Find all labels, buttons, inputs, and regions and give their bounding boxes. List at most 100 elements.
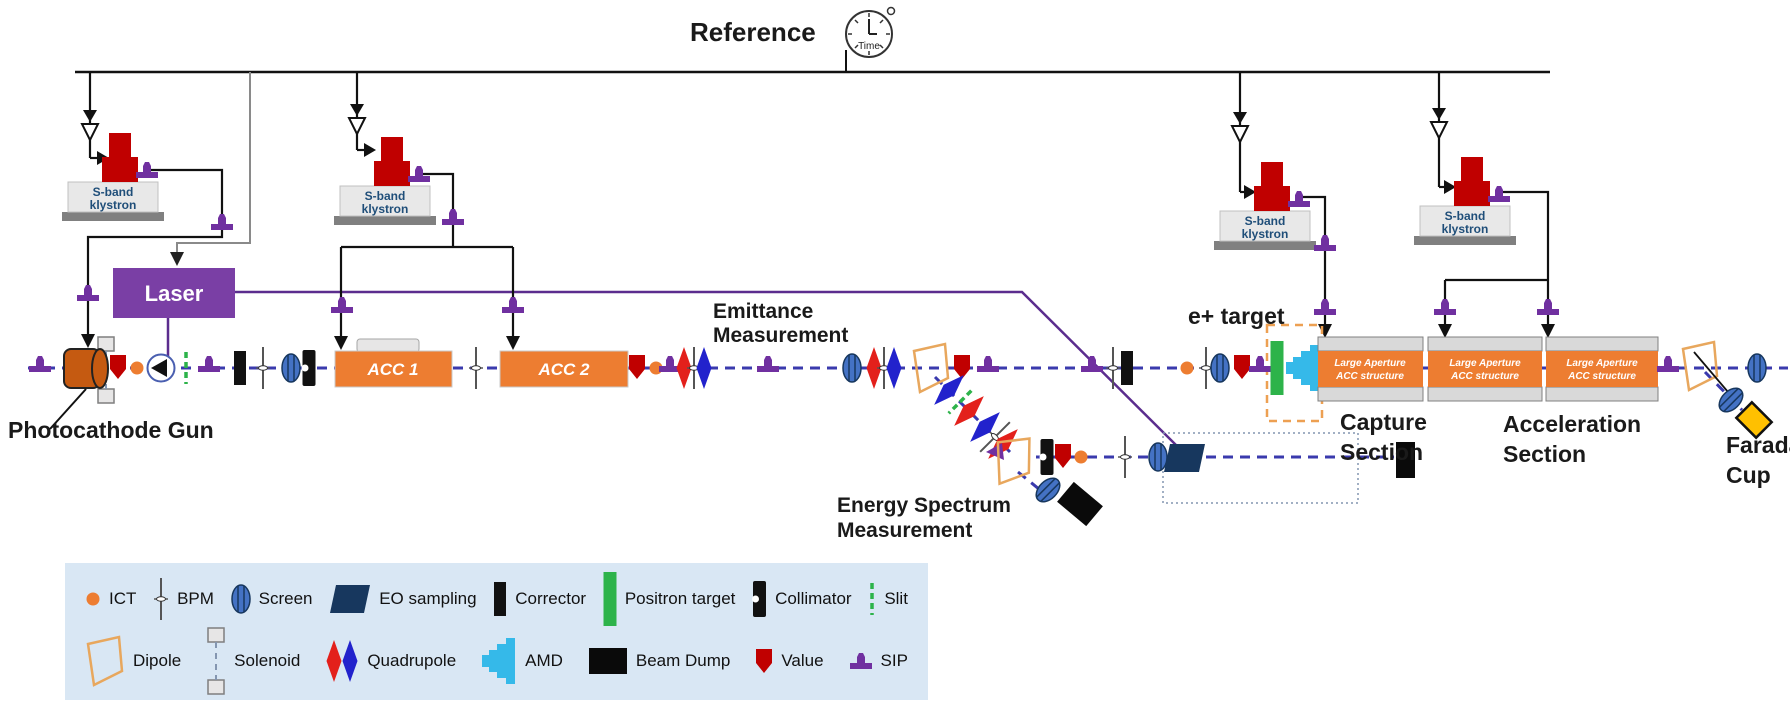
legend-item-sip: SIP bbox=[849, 651, 908, 671]
dipole-icon bbox=[992, 434, 1034, 488]
positron-target-section: e+ target bbox=[1188, 303, 1319, 395]
reference-drops bbox=[81, 72, 1456, 199]
rf-waveguides bbox=[86, 168, 1550, 336]
klystron-4: S-band klystron bbox=[1414, 157, 1516, 245]
klystron-label: klystron bbox=[1242, 227, 1289, 241]
legend-item-collimator: Collimator bbox=[752, 579, 852, 619]
sip-icon bbox=[29, 356, 51, 372]
laser-mirror-icon bbox=[146, 353, 176, 383]
laser-label: Laser bbox=[145, 281, 204, 306]
emittance-label-1: Emittance bbox=[713, 300, 813, 323]
sip-icon bbox=[1081, 356, 1103, 372]
legend-label: Beam Dump bbox=[635, 651, 731, 670]
positron-target-icon bbox=[1270, 341, 1284, 395]
klystron-2: S-band klystron bbox=[334, 137, 436, 225]
legend-item-eo-sampling: EO sampling bbox=[329, 584, 477, 614]
rf-receiver-icon bbox=[348, 103, 366, 135]
sip-icon bbox=[849, 653, 872, 669]
bpm-icon bbox=[1117, 435, 1133, 479]
screen-icon bbox=[281, 353, 301, 383]
slit-icon bbox=[870, 581, 875, 617]
capture-structure: Large Aperture ACC structure bbox=[1317, 336, 1424, 402]
faraday-cup-icon bbox=[1734, 400, 1774, 440]
aperture-label: Large Aperture bbox=[1334, 358, 1406, 369]
screen-icon bbox=[230, 584, 251, 614]
amd-icon bbox=[482, 638, 516, 684]
faraday-label-1: Faraday bbox=[1726, 432, 1790, 458]
energy-label-1: Energy Spectrum bbox=[837, 494, 1011, 517]
valve-icon bbox=[756, 649, 773, 673]
screen-icon bbox=[1747, 353, 1767, 383]
aperture-label: Large Aperture bbox=[1449, 358, 1521, 369]
legend-item-dipole: Dipole bbox=[85, 635, 181, 687]
reference-to-laser-line bbox=[170, 72, 251, 266]
acc1-coupler bbox=[356, 338, 420, 353]
eo-sampling-icon bbox=[1164, 444, 1205, 472]
quadrupole-blue-icon bbox=[696, 347, 712, 389]
corrector-icon bbox=[494, 582, 507, 616]
klystron-label: S-band bbox=[1445, 209, 1486, 223]
klystron2-waveguide bbox=[339, 172, 515, 336]
legend-item-quadrupole: Quadrupole bbox=[325, 639, 456, 683]
klystron-3: S-band klystron bbox=[1214, 162, 1316, 250]
sip-icon bbox=[77, 285, 99, 301]
clock-label: Time bbox=[858, 41, 880, 52]
eplus-target-label: e+ target bbox=[1188, 303, 1285, 329]
reference-title: Reference bbox=[690, 17, 816, 47]
sip-icon bbox=[757, 356, 779, 372]
gun-pointer-line bbox=[49, 388, 87, 430]
reference-distribution: Reference Time bbox=[75, 6, 1550, 74]
legend-item-beam-dump: Beam Dump bbox=[588, 647, 730, 675]
solenoid-icon bbox=[207, 627, 226, 695]
legend-label: BPM bbox=[177, 589, 214, 608]
faraday-label-2: Cup bbox=[1726, 462, 1771, 488]
energy-spectrum-line: Energy Spectrum Measurement bbox=[837, 435, 1415, 542]
legend-label: SIP bbox=[880, 651, 908, 670]
sip-icon bbox=[442, 209, 464, 225]
bpm-icon bbox=[255, 346, 271, 390]
aperture-label: ACC structure bbox=[1567, 371, 1636, 382]
acc1-label: ACC 1 bbox=[366, 360, 418, 379]
legend-label: Screen bbox=[258, 589, 313, 608]
sip-icon bbox=[977, 356, 999, 372]
faraday-section: Faraday Cup bbox=[1657, 340, 1790, 488]
capture-label-2: Section bbox=[1340, 439, 1423, 465]
sip-icon bbox=[1314, 235, 1336, 251]
sip-icon bbox=[1434, 299, 1456, 315]
amd-icon bbox=[1286, 345, 1319, 391]
accel-structure-2: Large Aperture ACC structure bbox=[1545, 336, 1659, 402]
klystron-label: klystron bbox=[362, 202, 409, 216]
legend-label: Collimator bbox=[775, 589, 852, 608]
photocathode-gun bbox=[63, 348, 109, 389]
quadrupole-icon bbox=[326, 640, 358, 682]
dipole-icon bbox=[1681, 340, 1719, 392]
legend-item-screen: Screen bbox=[230, 583, 313, 615]
collimator-icon bbox=[1039, 439, 1054, 475]
dipole-icon bbox=[86, 635, 124, 687]
rf-receiver-icon bbox=[81, 109, 99, 141]
screen-icon bbox=[1148, 442, 1168, 472]
screen-icon bbox=[842, 353, 862, 383]
acc1-box bbox=[334, 350, 453, 388]
legend-item-corrector: Corrector bbox=[493, 581, 586, 617]
legend-item-slit: Slit bbox=[868, 581, 908, 617]
klystron-label: klystron bbox=[1442, 222, 1489, 236]
acc1-section: ACC 1 bbox=[334, 338, 453, 388]
ict-icon bbox=[1180, 361, 1194, 375]
valve-icon bbox=[629, 355, 645, 379]
legend-label: Positron target bbox=[624, 589, 736, 608]
valve-icon bbox=[1055, 444, 1071, 468]
legend-label: Value bbox=[781, 651, 824, 670]
legend-item-positron-target: Positron target bbox=[603, 571, 736, 627]
aperture-label: ACC structure bbox=[1335, 371, 1404, 382]
acc2-section: ACC 2 bbox=[499, 350, 629, 388]
klystron1-waveguide bbox=[86, 168, 224, 336]
legend-label: Solenoid bbox=[234, 651, 301, 670]
bpm-icon bbox=[1105, 346, 1121, 390]
eo-sampling-icon bbox=[330, 585, 371, 613]
legend-item-bpm: BPM bbox=[153, 576, 214, 622]
legend-label: EO sampling bbox=[379, 589, 477, 608]
sip-icon bbox=[1314, 299, 1336, 315]
